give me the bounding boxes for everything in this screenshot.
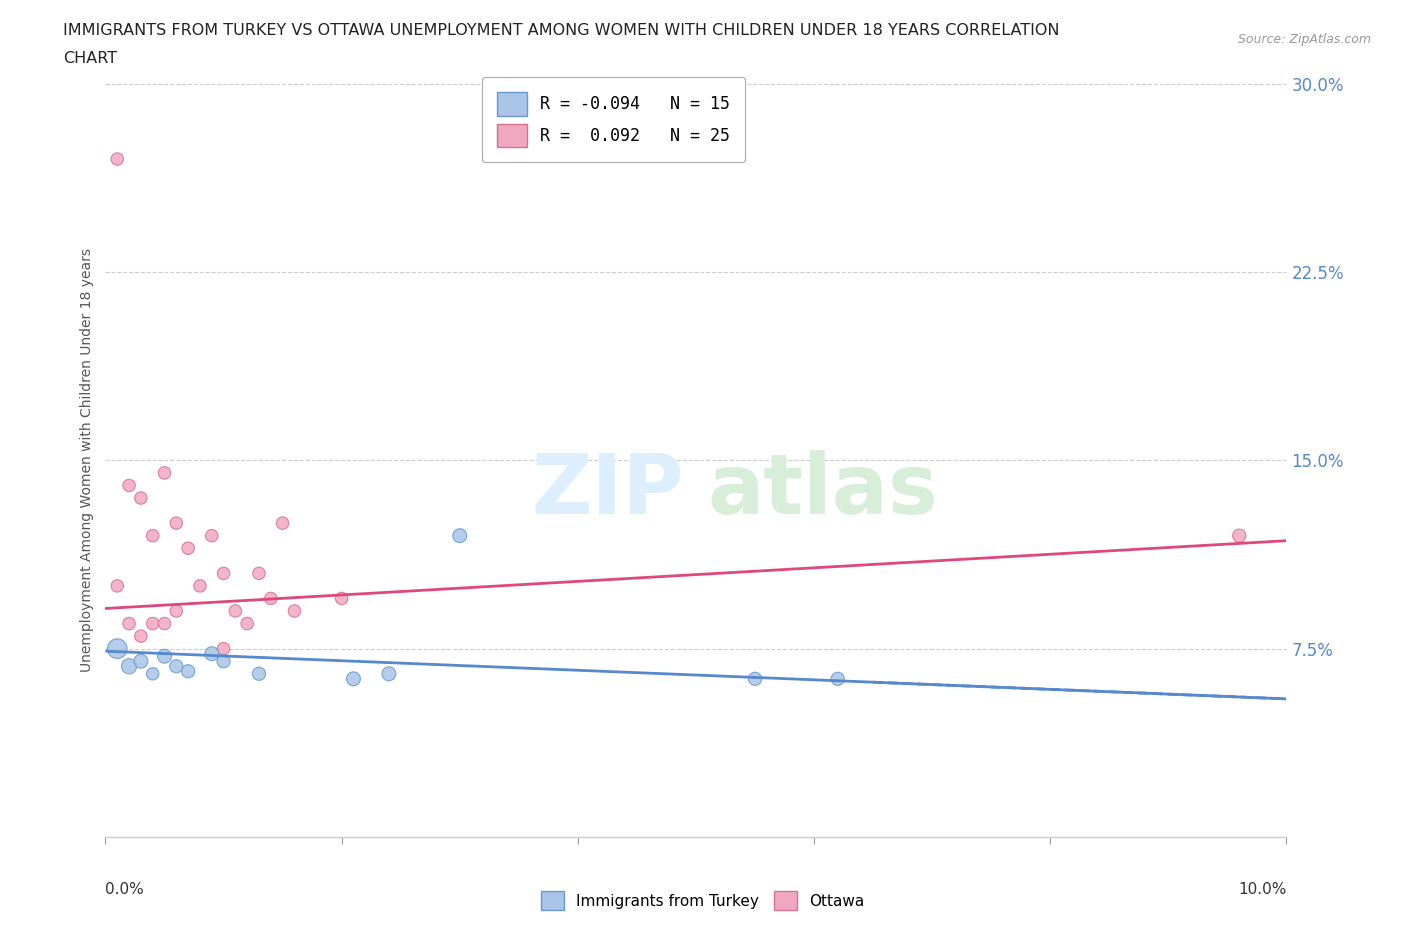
Text: CHART: CHART — [63, 51, 117, 66]
Point — [247, 565, 270, 580]
Point — [1227, 528, 1250, 543]
Point — [271, 515, 294, 530]
Point — [105, 152, 128, 166]
Y-axis label: Unemployment Among Women with Children Under 18 years: Unemployment Among Women with Children U… — [80, 248, 94, 672]
Legend: R = -0.094   N = 15, R =  0.092   N = 25: R = -0.094 N = 15, R = 0.092 N = 25 — [482, 77, 745, 163]
Text: 0.0%: 0.0% — [105, 883, 145, 897]
Point — [378, 666, 401, 681]
Point — [330, 591, 353, 606]
Point — [165, 658, 187, 673]
Point — [744, 671, 766, 686]
Point — [118, 658, 141, 673]
Point — [105, 642, 128, 657]
Point — [260, 591, 283, 606]
Point — [153, 616, 176, 631]
Point — [105, 578, 128, 593]
Text: 10.0%: 10.0% — [1239, 883, 1286, 897]
Point — [236, 616, 259, 631]
Point — [201, 646, 224, 661]
Point — [129, 654, 152, 669]
Text: ZIP: ZIP — [531, 450, 685, 531]
Point — [342, 671, 364, 686]
Point — [177, 664, 200, 679]
Legend: Immigrants from Turkey, Ottawa: Immigrants from Turkey, Ottawa — [533, 884, 873, 918]
Point — [153, 465, 176, 480]
Point — [283, 604, 305, 618]
Point — [142, 616, 165, 631]
Point — [449, 528, 471, 543]
Point — [153, 649, 176, 664]
Point — [177, 540, 200, 555]
Text: Source: ZipAtlas.com: Source: ZipAtlas.com — [1237, 33, 1371, 46]
Point — [247, 666, 270, 681]
Point — [201, 528, 224, 543]
Point — [142, 528, 165, 543]
Point — [165, 604, 187, 618]
Point — [212, 642, 235, 657]
Text: IMMIGRANTS FROM TURKEY VS OTTAWA UNEMPLOYMENT AMONG WOMEN WITH CHILDREN UNDER 18: IMMIGRANTS FROM TURKEY VS OTTAWA UNEMPLO… — [63, 23, 1060, 38]
Point — [129, 629, 152, 644]
Point — [212, 565, 235, 580]
Text: atlas: atlas — [707, 450, 939, 531]
Point — [118, 478, 141, 493]
Point — [165, 515, 187, 530]
Point — [118, 616, 141, 631]
Point — [224, 604, 246, 618]
Point — [142, 666, 165, 681]
Point — [129, 491, 152, 506]
Point — [827, 671, 849, 686]
Point — [212, 654, 235, 669]
Point — [188, 578, 211, 593]
